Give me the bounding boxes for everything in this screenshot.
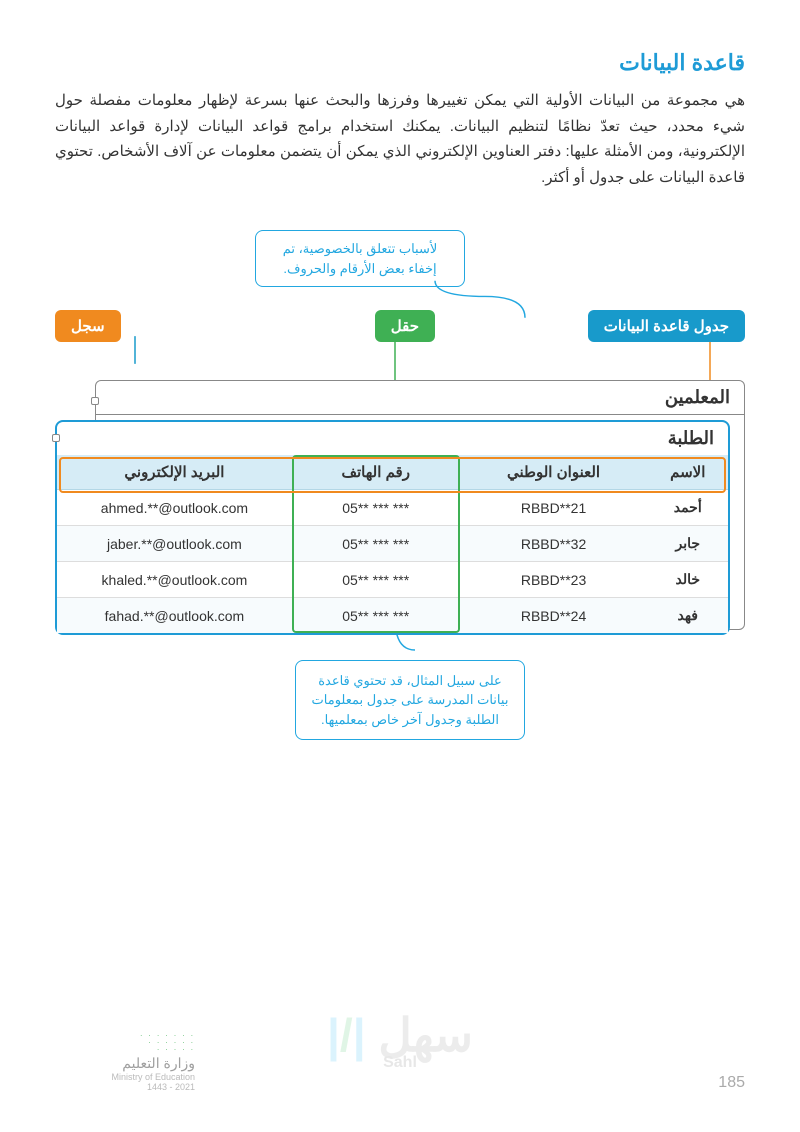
students-table: الطلبة الاسم العنوان الوطني رقم الهاتف ا… [55,420,730,635]
page-footer: 185 . . . . . . .. . . . . .. . . . . وز… [0,1030,800,1092]
cell-phone: 05** *** *** [292,526,460,562]
cell-phone: 05** *** *** [292,490,460,526]
section-paragraph: هي مجموعة من البيانات الأولية التي يمكن … [55,88,745,190]
cell-name: خالد [647,562,728,598]
cell-email: fahad.**@outlook.com [57,598,292,634]
cell-phone: 05** *** *** [292,598,460,634]
th-name: الاسم [647,455,728,490]
cell-email: khaled.**@outlook.com [57,562,292,598]
ministry-logo: . . . . . . .. . . . . .. . . . . وزارة … [55,1030,195,1092]
cell-nid: RBBD**23 [460,562,648,598]
page-number: 185 [718,1074,745,1092]
note-example: على سبيل المثال، قد تحتوي قاعدة بيانات ا… [295,660,525,741]
cell-name: جابر [647,526,728,562]
section-title: قاعدة البيانات [55,50,745,76]
label-field: حقل [375,310,435,342]
teachers-table-title: المعلمين [96,381,744,415]
th-nid: العنوان الوطني [460,455,648,490]
label-database-table: جدول قاعدة البيانات [588,310,745,342]
cell-nid: RBBD**24 [460,598,648,634]
table-row: جابرRBBD**3205** *** ***jaber.**@outlook… [57,526,728,562]
students-table-title: الطلبة [57,422,728,455]
cell-name: فهد [647,598,728,634]
note-privacy: لأسباب تتعلق بالخصوصية، تم إخفاء بعض الأ… [255,230,465,287]
label-record: سجل [55,310,121,342]
table-row: فهدRBBD**2405** *** ***fahad.**@outlook.… [57,598,728,634]
header-row: الاسم العنوان الوطني رقم الهاتف البريد ا… [57,455,728,490]
database-diagram: لأسباب تتعلق بالخصوصية، تم إخفاء بعض الأ… [55,230,745,710]
th-email: البريد الإلكتروني [57,455,292,490]
handle-icon [91,397,99,405]
cell-email: ahmed.**@outlook.com [57,490,292,526]
cell-phone: 05** *** *** [292,562,460,598]
cell-nid: RBBD**21 [460,490,648,526]
th-phone: رقم الهاتف [292,455,460,490]
cell-nid: RBBD**32 [460,526,648,562]
cell-name: أحمد [647,490,728,526]
table-row: أحمدRBBD**2105** *** ***ahmed.**@outlook… [57,490,728,526]
cell-email: jaber.**@outlook.com [57,526,292,562]
handle-icon [52,434,60,442]
students-data-table: الاسم العنوان الوطني رقم الهاتف البريد ا… [57,455,728,633]
table-row: خالدRBBD**2305** *** ***khaled.**@outloo… [57,562,728,598]
